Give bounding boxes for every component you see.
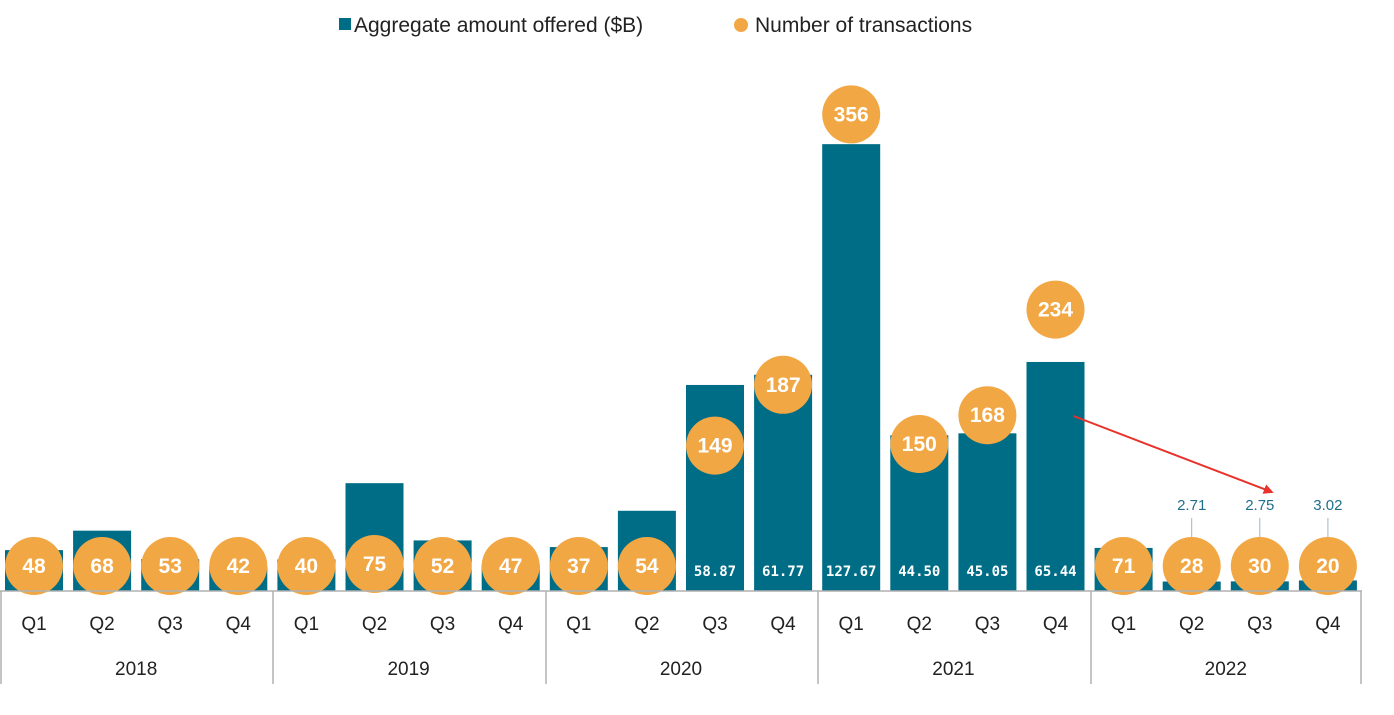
- bar: [958, 433, 1017, 591]
- transactions-label: 28: [1180, 555, 1204, 578]
- bar-value-label: 61.77: [762, 564, 804, 580]
- transactions-label: 149: [697, 435, 732, 458]
- transactions-label: 42: [227, 555, 250, 578]
- bar-value-label: 65.44: [1034, 564, 1076, 580]
- transactions-point: [1298, 537, 1357, 595]
- transactions-label: 187: [766, 374, 801, 397]
- legend-marker-amount: [339, 18, 351, 30]
- transactions-point: [141, 537, 200, 595]
- bar-value-label: 127.67: [826, 564, 877, 580]
- tick-label: Q1: [21, 614, 46, 635]
- transactions-label: 37: [567, 555, 590, 578]
- transactions-point: [209, 537, 268, 595]
- transactions-point: [617, 537, 676, 595]
- transactions-point: [1026, 280, 1085, 339]
- transactions-label: 20: [1316, 555, 1339, 578]
- tick-label: Q3: [1247, 614, 1272, 635]
- transactions-label: 30: [1248, 555, 1271, 578]
- x-axis: Q1 Q2 Q3 Q4 Q1 Q2 Q3 Q4 Q1 Q2 Q3 Q4 Q1 Q2 Q3 Q4 Q1 Q2 Q3 Q4…: [0, 590, 1362, 684]
- tick-label: Q1: [566, 614, 591, 635]
- tick-label: Q4: [1043, 614, 1069, 635]
- transactions-label: 53: [159, 555, 182, 578]
- transactions-point: [754, 355, 813, 414]
- year-label: 2018: [115, 659, 157, 680]
- transactions-point: [822, 85, 881, 144]
- transactions-label: 68: [90, 555, 114, 578]
- year-label: 2020: [660, 659, 702, 680]
- bar: [1026, 361, 1085, 591]
- annotation-arrow: [1073, 415, 1274, 494]
- bar-value-label: 2.75: [1245, 497, 1274, 514]
- tick-label: Q3: [975, 614, 1000, 635]
- transactions-point: [1094, 537, 1153, 595]
- transactions-label: 75: [363, 553, 387, 576]
- tick-label: Q2: [362, 614, 387, 635]
- transactions-point: [413, 537, 472, 595]
- tick-label: Q2: [907, 614, 932, 635]
- transactions-label: 52: [431, 555, 454, 578]
- year-label: 2022: [1205, 659, 1247, 680]
- legend-label: Number of transactions: [755, 14, 972, 37]
- transactions-point: [1162, 537, 1221, 595]
- year-label: 2021: [932, 659, 974, 680]
- tick-label: Q4: [1315, 614, 1341, 635]
- tick-label: Q2: [1179, 614, 1204, 635]
- bar-series: 11.6817.249.116.889.0230.8114.457.5612.5…: [5, 144, 1357, 591]
- transactions-label: 47: [499, 555, 522, 578]
- tick-label: Q3: [158, 614, 183, 635]
- bar: [686, 384, 744, 591]
- transactions-label: 40: [295, 555, 318, 578]
- tick-label: Q2: [89, 614, 114, 635]
- legend: Aggregate amount offered ($B) Number of t…: [339, 14, 972, 37]
- transactions-point: [958, 386, 1017, 445]
- bar-value-label: 45.05: [966, 564, 1008, 580]
- tick-label: Q4: [770, 614, 796, 635]
- transactions-label: 168: [970, 404, 1005, 427]
- transactions-point: [481, 537, 540, 595]
- tick-label: Q3: [702, 614, 727, 635]
- bar: [822, 144, 881, 591]
- transactions-label: 71: [1112, 555, 1136, 578]
- transactions-point: [1230, 537, 1289, 595]
- bar-value-label: 44.50: [898, 564, 940, 580]
- bar-value-label: 58.87: [694, 564, 736, 580]
- tick-label: Q1: [839, 614, 864, 635]
- transactions-series: 48 68 53 42 40 75 52 47 37 54 149 187 356 150 168 234 71…: [5, 85, 1357, 595]
- tick-label: Q1: [1111, 614, 1136, 635]
- tick-label: Q4: [226, 614, 252, 635]
- transactions-label: 234: [1038, 299, 1073, 322]
- transactions-point: [5, 537, 63, 595]
- transactions-label: 356: [834, 103, 869, 126]
- tick-label: Q1: [294, 614, 319, 635]
- transactions-label: 48: [22, 555, 46, 578]
- transactions-point: [345, 535, 404, 593]
- transactions-point: [277, 537, 336, 595]
- bar-value-label: 2.71: [1177, 497, 1206, 514]
- year-label: 2019: [387, 659, 429, 680]
- transactions-point: [686, 416, 744, 475]
- transactions-point: [890, 415, 949, 473]
- transactions-label: 54: [635, 555, 659, 578]
- transactions-point: [549, 537, 608, 595]
- transactions-point: [73, 537, 132, 595]
- legend-marker-transactions: [734, 18, 748, 32]
- bar-value-label: 3.02: [1313, 497, 1342, 514]
- annotation: [1073, 415, 1274, 494]
- tick-label: Q4: [498, 614, 524, 635]
- transactions-label: 150: [902, 433, 937, 456]
- tick-label: Q2: [634, 614, 659, 635]
- tick-label: Q3: [430, 614, 455, 635]
- legend-label: Aggregate amount offered ($B): [354, 14, 643, 37]
